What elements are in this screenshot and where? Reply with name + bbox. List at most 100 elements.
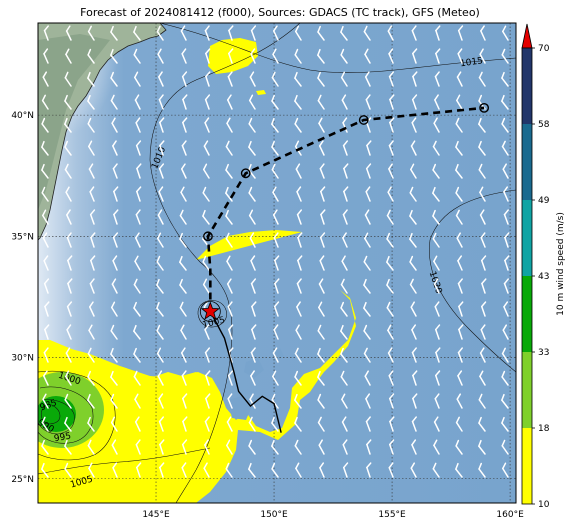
wind-barb <box>501 393 509 409</box>
wind-barb <box>363 347 371 363</box>
wind-barb <box>135 140 142 156</box>
wind-barb <box>458 324 464 340</box>
wind-barb <box>156 255 164 271</box>
wind-barb <box>433 255 440 271</box>
wind-barb <box>225 163 233 179</box>
wind-barb <box>387 186 394 202</box>
wind-barb <box>342 232 348 248</box>
wind-barb <box>294 48 302 64</box>
wind-barb <box>318 439 325 455</box>
wind-barb <box>342 209 348 225</box>
wind-barb <box>271 71 279 87</box>
wind-barb <box>136 186 142 202</box>
wind-barb <box>455 462 463 478</box>
wind-barb <box>342 439 348 455</box>
map-frame <box>37 22 517 504</box>
wind-barb <box>66 209 72 225</box>
wind-barb <box>182 416 188 432</box>
wind-barb <box>248 94 256 110</box>
isobar-985 <box>40 403 61 425</box>
colorbar-tick-label: 43 <box>538 272 549 282</box>
wind-barb <box>180 25 187 41</box>
wind-barb <box>478 393 486 409</box>
latitude-tick-labels: 25°N 30°N 35°N 40°N <box>11 111 34 485</box>
wind-barb <box>41 94 49 110</box>
wind-barb <box>411 94 418 110</box>
wind-barb <box>64 393 72 409</box>
wind-barb <box>317 25 325 41</box>
wind-barb <box>388 439 395 455</box>
wind-barb <box>341 94 348 110</box>
wind-barb <box>318 140 325 156</box>
wind-barb <box>271 94 279 110</box>
wind-barb <box>434 301 440 317</box>
wind-barb <box>248 117 256 133</box>
wind-barb <box>87 25 95 41</box>
wind-barb <box>42 232 49 248</box>
wind-barb <box>156 232 164 248</box>
wind-barb <box>320 186 326 202</box>
lon-tick-label: 160°E <box>496 510 524 520</box>
wind-barb <box>366 439 372 455</box>
wind-barb <box>386 301 394 317</box>
wind-barb <box>179 301 187 317</box>
wind-barb <box>87 48 95 64</box>
wind-barb <box>179 209 187 225</box>
wind-barb <box>133 48 141 64</box>
wind-barb <box>386 278 394 294</box>
wind-barb <box>204 117 210 133</box>
wind-barb <box>480 255 487 271</box>
lon-tick-label: 155°E <box>378 510 406 520</box>
calm-hole-1 <box>244 358 264 378</box>
wind-barb <box>296 209 303 225</box>
wind-barb <box>478 462 486 478</box>
wind-barb <box>204 25 210 41</box>
wind-barb <box>478 71 486 87</box>
wind-barb <box>112 140 118 156</box>
colorbar-segment <box>522 48 532 124</box>
wind-barb <box>388 71 395 87</box>
wind-barb <box>90 232 96 248</box>
wind-barb <box>251 324 257 340</box>
wind-barb <box>411 324 417 340</box>
wind-barb <box>317 347 325 363</box>
wind-barb <box>202 209 210 225</box>
wind-barb <box>386 232 394 248</box>
wind-barb <box>64 94 72 110</box>
wind-barb <box>225 209 233 225</box>
wind-barb <box>272 370 279 386</box>
wind-barb <box>296 278 302 294</box>
wind-barb <box>480 232 486 248</box>
wind-barb <box>134 416 141 432</box>
wind-barb <box>112 255 118 271</box>
wind-barb <box>88 140 95 156</box>
colorbar-title: 10 m wind speed (m/s) <box>556 212 566 316</box>
wind-barb <box>340 324 348 340</box>
wind-barb <box>318 117 325 133</box>
wind-area-north <box>208 38 258 74</box>
wind-barb <box>159 140 165 156</box>
wind-barb <box>87 439 95 455</box>
wind-barb <box>365 416 371 432</box>
wind-barb <box>409 255 417 271</box>
wind-barb <box>432 140 440 156</box>
lon-tick-label: 145°E <box>142 510 170 520</box>
wind-barb <box>434 94 440 110</box>
wind-barb <box>134 255 141 271</box>
wind-barb <box>319 462 325 478</box>
wind-barb <box>432 186 440 202</box>
wind-barb <box>64 71 72 87</box>
wind-barb <box>435 347 441 363</box>
lat-tick-label: 30°N <box>11 354 34 364</box>
wind-barb <box>433 117 440 133</box>
wind-barb <box>364 209 371 225</box>
wind-barb <box>479 186 486 202</box>
wind-barb <box>272 347 279 363</box>
wind-barb <box>320 209 326 225</box>
wind-barb <box>294 416 302 432</box>
colorbar-segment <box>522 200 532 276</box>
wind-barb <box>480 324 486 340</box>
wind-barb <box>480 25 486 41</box>
wind-barb <box>226 117 233 133</box>
wind-barb <box>41 163 49 179</box>
